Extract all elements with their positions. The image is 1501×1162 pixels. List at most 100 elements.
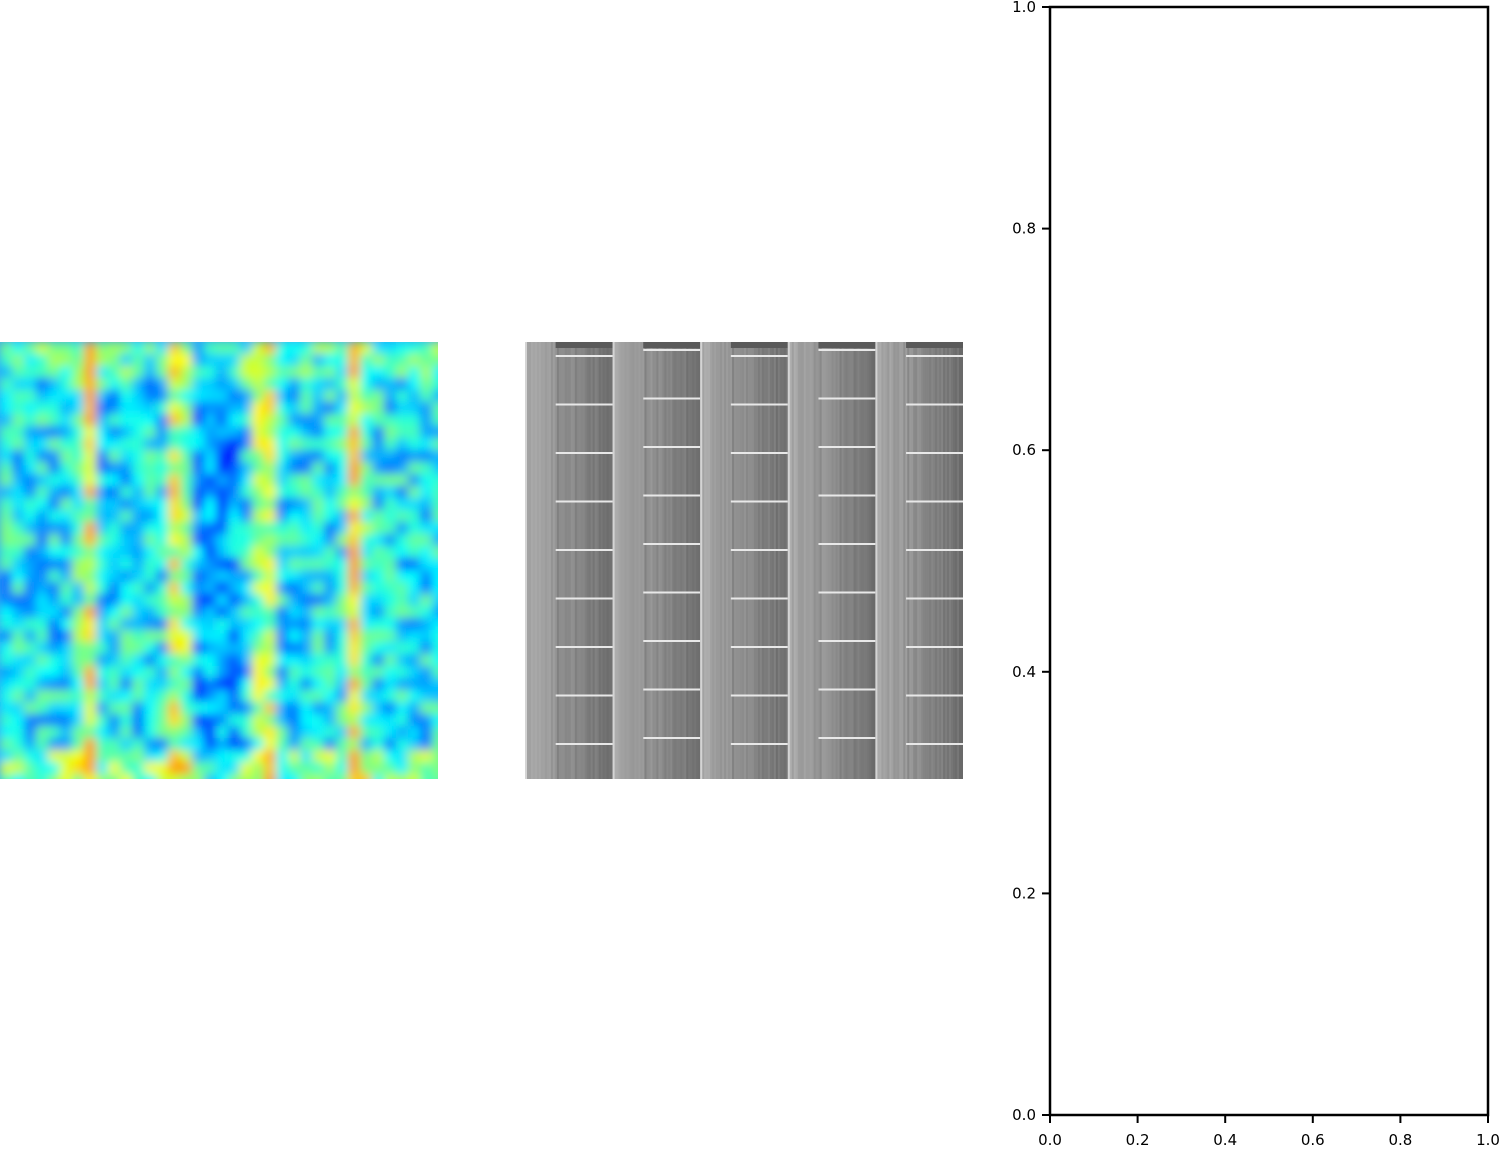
heatmap-cell xyxy=(228,678,242,692)
heatmap-cell xyxy=(204,546,218,560)
heatmap-cell xyxy=(408,354,422,368)
heatmap-cell xyxy=(36,486,50,500)
heatmap-cell xyxy=(396,534,410,548)
heatmap-cell xyxy=(180,582,194,596)
heatmap-cell xyxy=(84,666,98,680)
heatmap-cell xyxy=(72,558,86,572)
heatmap-cell xyxy=(264,462,278,476)
spectrogram-line xyxy=(643,591,701,594)
heatmap-cell xyxy=(240,414,254,428)
heatmap-cell xyxy=(132,402,146,416)
heatmap-cell xyxy=(84,546,98,560)
spectrogram-stripe xyxy=(534,342,538,779)
heatmap-cell xyxy=(168,546,182,560)
spectrogram-line xyxy=(643,446,701,448)
heatmap-cell xyxy=(372,546,386,560)
heatmap-cell xyxy=(168,390,182,404)
heatmap-cell xyxy=(144,738,158,752)
heatmap-cell xyxy=(156,510,170,524)
spectrogram-stripe xyxy=(813,342,817,779)
heatmap-cell xyxy=(156,426,170,440)
heatmap-cell xyxy=(432,438,438,452)
heatmap-cell xyxy=(324,762,338,776)
heatmap-cell xyxy=(228,474,242,488)
heatmap-cell xyxy=(348,642,362,656)
heatmap-cell xyxy=(60,774,74,779)
heatmap-cell xyxy=(72,714,86,728)
spectrogram-stripe xyxy=(556,342,560,779)
heatmap-cell xyxy=(348,354,362,368)
heatmap-cell xyxy=(144,666,158,680)
heatmap-cell xyxy=(396,774,410,779)
heatmap-cell xyxy=(396,438,410,452)
heatmap-cell xyxy=(84,354,98,368)
heatmap-cell xyxy=(0,690,14,704)
heatmap-cell xyxy=(420,366,434,380)
spectrogram-line xyxy=(818,688,876,691)
heatmap-cell xyxy=(120,498,134,512)
heatmap-cell xyxy=(108,666,122,680)
heatmap-cell xyxy=(216,378,230,392)
spectrogram-stripe xyxy=(692,342,695,779)
heatmap-cell xyxy=(60,594,74,608)
heatmap-cell xyxy=(420,582,434,596)
heatmap-cell xyxy=(228,714,242,728)
heatmap-cell xyxy=(264,678,278,692)
heatmap-cell xyxy=(12,498,26,512)
heatmap-cell xyxy=(228,570,242,584)
heatmap-cell xyxy=(192,546,206,560)
heatmap-cell xyxy=(300,378,314,392)
heatmap-cell xyxy=(228,366,242,380)
spectrogram-stripe xyxy=(636,342,640,779)
heatmap-cell xyxy=(336,354,350,368)
heatmap-cell xyxy=(324,438,338,452)
spectrogram-stripe xyxy=(913,342,916,779)
heatmap-cell xyxy=(36,642,50,656)
heatmap-cell xyxy=(396,678,410,692)
y-tick-label: 0.4 xyxy=(1012,663,1036,681)
spectrogram-stripe xyxy=(650,342,654,779)
heatmap-cell xyxy=(288,546,302,560)
heatmap-cell xyxy=(156,774,170,779)
spectrogram-stripe xyxy=(747,342,751,779)
heatmap-cell xyxy=(216,762,230,776)
heatmap-cell xyxy=(192,402,206,416)
heatmap-cell xyxy=(372,486,386,500)
spectrogram-stripe xyxy=(933,342,936,779)
heatmap-cell xyxy=(132,630,146,644)
heatmap-cell xyxy=(0,474,14,488)
heatmap-cell xyxy=(60,618,74,632)
heatmap-cell xyxy=(276,426,290,440)
heatmap-cell xyxy=(12,378,26,392)
heatmap-cell xyxy=(228,642,242,656)
spectrogram-header-band xyxy=(555,342,613,348)
heatmap-cell xyxy=(144,678,158,692)
heatmap-cell xyxy=(180,714,194,728)
spectrogram-line xyxy=(730,743,788,745)
spectrogram-stripe xyxy=(909,342,912,779)
heatmap-cell xyxy=(288,678,302,692)
heatmap-cell xyxy=(336,690,350,704)
heatmap-cell xyxy=(348,534,362,548)
heatmap-cell xyxy=(180,630,194,644)
spectrogram-stripe xyxy=(552,342,556,779)
heatmap-cell xyxy=(264,582,278,596)
spectrogram-stripe xyxy=(815,342,819,779)
spectrogram-stripe xyxy=(863,342,867,779)
spectrogram-stripe xyxy=(903,342,906,779)
heatmap-cell xyxy=(336,630,350,644)
heatmap-cell xyxy=(0,750,14,764)
heatmap-cell xyxy=(420,486,434,500)
heatmap-cell xyxy=(0,582,14,596)
heatmap-cell xyxy=(60,426,74,440)
heatmap-cell xyxy=(108,642,122,656)
heatmap-cell xyxy=(168,426,182,440)
heatmap-cell xyxy=(36,702,50,716)
spectrogram-stripe xyxy=(554,342,558,779)
heatmap-cell xyxy=(84,558,98,572)
heatmap-cell xyxy=(216,510,230,524)
heatmap-cell xyxy=(276,630,290,644)
heatmap-cell xyxy=(120,366,134,380)
heatmap-cell xyxy=(228,498,242,512)
heatmap-cell xyxy=(408,606,422,620)
